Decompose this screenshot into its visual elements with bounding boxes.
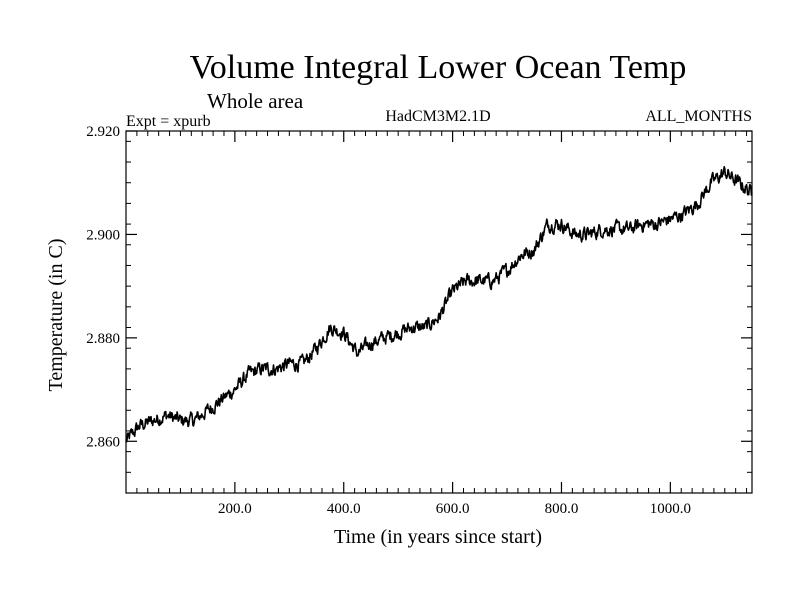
- temperature-series-line: [125, 166, 753, 443]
- x-tick-label: 800.0: [545, 501, 579, 517]
- model-label: HadCM3M2.1D: [385, 108, 490, 125]
- plot-area: 200.0 400.0 600.0 800.0 1000.0 2.860 2.880 2.90…: [86, 124, 753, 517]
- y-tick-label: 2.860: [86, 434, 120, 450]
- chart-subtitle: Whole area: [207, 89, 304, 113]
- chart-title: Volume Integral Lower Ocean Temp: [190, 49, 687, 86]
- x-axis-label: Time (in years since start): [334, 526, 542, 548]
- y-axis-label: Temperature (in C): [45, 239, 67, 392]
- y-tick-label: 2.920: [86, 124, 120, 140]
- y-tick-label: 2.880: [86, 331, 120, 347]
- x-tick-label: 600.0: [436, 501, 470, 517]
- experiment-label: Expt = xpurb: [126, 113, 211, 130]
- x-tick-label: 400.0: [327, 501, 361, 517]
- x-tick-label: 200.0: [218, 501, 252, 517]
- y-tick-label: 2.900: [86, 227, 120, 243]
- x-tick-label: 1000.0: [650, 501, 691, 517]
- plot-frame: [125, 130, 753, 494]
- months-label: ALL_MONTHS: [645, 108, 752, 125]
